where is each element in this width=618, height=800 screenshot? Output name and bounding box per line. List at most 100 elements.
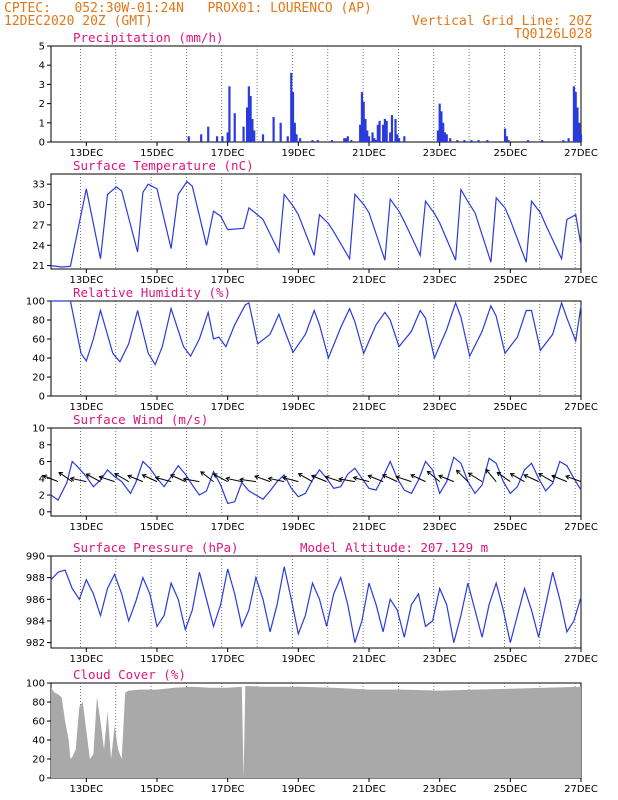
precip-bar xyxy=(438,103,441,142)
x-tick-label: 27DEC xyxy=(564,522,598,533)
x-tick-label: 15DEC xyxy=(140,522,174,533)
series-line xyxy=(50,566,582,643)
wind-arrowhead xyxy=(154,475,160,481)
wind-arrowhead xyxy=(254,474,260,480)
wind-arrowhead xyxy=(42,474,48,480)
y-tick-label: 3 xyxy=(39,80,45,91)
y-tick-label: 30 xyxy=(32,200,45,211)
precip-bar xyxy=(366,130,369,142)
wind-arrowhead xyxy=(281,475,287,481)
wind-arrow xyxy=(311,475,327,483)
precip-bar xyxy=(286,136,289,142)
panel-title: Surface Pressure (hPa) xyxy=(73,540,239,555)
x-tick-label: 21DEC xyxy=(352,654,386,665)
wind-arrowhead xyxy=(509,473,515,478)
precip-bar xyxy=(378,120,381,142)
panel-frame xyxy=(50,300,582,397)
x-tick-label: 27DEC xyxy=(564,275,598,286)
x-tick-label: 21DEC xyxy=(352,275,386,286)
wind-arrow xyxy=(353,477,370,483)
y-tick-label: 0 xyxy=(39,774,45,785)
y-tick-label: 988 xyxy=(26,573,45,584)
panel-frame xyxy=(50,45,582,143)
precip-bar xyxy=(362,101,365,142)
wind-arrowhead xyxy=(438,474,443,480)
wind-arrow xyxy=(114,473,129,483)
wind-arrow xyxy=(268,477,285,483)
wind-arrow xyxy=(339,478,355,483)
precip-bar xyxy=(316,140,319,142)
y-tick-label: 20 xyxy=(32,755,45,766)
wind-arrowhead xyxy=(69,476,75,482)
y-tick-label: 982 xyxy=(26,638,45,649)
precip-bar xyxy=(344,138,348,142)
precip-bar xyxy=(311,140,314,142)
precip-bar xyxy=(574,92,577,142)
wind-arrowhead xyxy=(267,476,273,482)
x-tick-label: 23DEC xyxy=(423,784,457,795)
precip-bar xyxy=(330,140,333,142)
x-tick-label: 17DEC xyxy=(211,148,245,159)
x-tick-label: 25DEC xyxy=(493,148,527,159)
wind-arrowhead xyxy=(141,473,147,479)
precip-bar xyxy=(221,136,224,142)
x-tick-label: 13DEC xyxy=(69,654,103,665)
x-tick-label: 23DEC xyxy=(423,522,457,533)
y-tick-label: 10 xyxy=(32,424,45,435)
wind-arrow xyxy=(427,470,440,483)
wind-arrow xyxy=(240,478,257,483)
wind-arrowhead xyxy=(169,473,175,479)
precip-bar xyxy=(470,140,473,142)
x-tick-label: 15DEC xyxy=(140,654,174,665)
wind-arrow xyxy=(485,469,497,482)
y-tick-label: 80 xyxy=(32,316,45,327)
x-tick-label: 27DEC xyxy=(564,148,598,159)
header-date: 12DEC2020 20Z (GMT) xyxy=(4,14,153,29)
precip-bar xyxy=(397,138,401,142)
precip-bar xyxy=(371,132,374,142)
y-tick-label: 6 xyxy=(39,457,45,468)
x-tick-label: 19DEC xyxy=(281,654,315,665)
x-tick-label: 25DEC xyxy=(493,522,527,533)
precip-bar xyxy=(251,118,254,142)
x-tick-label: 21DEC xyxy=(352,402,386,413)
precip-bar xyxy=(253,130,256,142)
x-tick-label: 17DEC xyxy=(211,522,245,533)
y-tick-label: 5 xyxy=(39,42,45,53)
precip-bar xyxy=(360,92,364,142)
wind-arrow xyxy=(155,477,172,483)
series-line xyxy=(51,300,582,366)
precip-bar xyxy=(272,117,275,142)
y-tick-label: 27 xyxy=(32,220,45,231)
wind-arrowhead xyxy=(127,474,133,480)
wind-arrowhead xyxy=(182,476,188,482)
precip-bar xyxy=(383,118,386,142)
y-tick-label: 0 xyxy=(39,507,45,518)
precip-bar xyxy=(578,122,581,142)
wind-arrowhead xyxy=(324,475,330,481)
precip-bar xyxy=(364,118,367,142)
x-tick-label: 13DEC xyxy=(69,522,103,533)
wind-arrow xyxy=(523,474,539,483)
precip-bar xyxy=(389,132,392,142)
wind-arrow xyxy=(368,475,384,483)
x-tick-label: 17DEC xyxy=(211,275,245,286)
x-tick-label: 17DEC xyxy=(211,784,245,795)
precip-bar xyxy=(290,72,293,142)
x-tick-label: 23DEC xyxy=(423,275,457,286)
wind-arrow xyxy=(58,472,73,483)
wind-arrow xyxy=(551,475,568,483)
wind-arrowhead xyxy=(367,474,373,480)
precip-bar xyxy=(299,138,302,142)
x-tick-label: 25DEC xyxy=(493,402,527,413)
x-tick-label: 13DEC xyxy=(69,275,103,286)
x-tick-label: 21DEC xyxy=(352,522,386,533)
header-code: TQ0126L028 xyxy=(514,27,593,42)
precip-bar xyxy=(246,107,249,142)
precip-bar xyxy=(279,122,282,142)
x-tick-label: 21DEC xyxy=(352,148,386,159)
wind-arrowhead xyxy=(467,472,473,477)
precip-bar xyxy=(572,86,576,142)
precip-bar xyxy=(293,122,296,142)
x-tick-label: 27DEC xyxy=(564,784,598,795)
